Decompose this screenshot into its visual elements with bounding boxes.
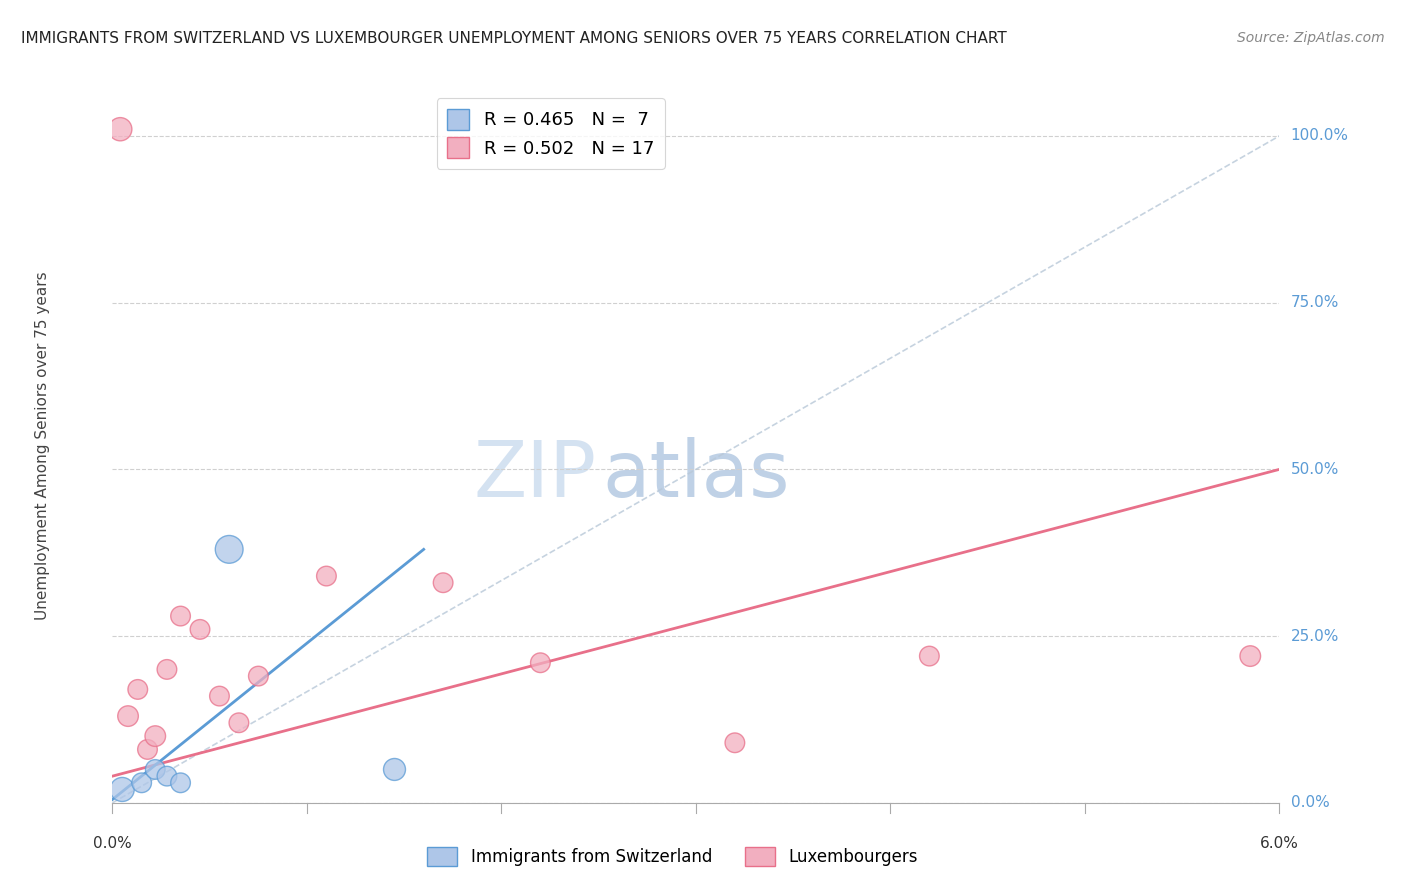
Point bbox=[529, 656, 551, 670]
Point bbox=[384, 763, 406, 777]
Point bbox=[724, 736, 747, 750]
Point bbox=[432, 575, 454, 590]
Point bbox=[127, 682, 149, 697]
Point bbox=[169, 609, 191, 624]
Point bbox=[918, 649, 941, 664]
Point bbox=[110, 122, 132, 136]
Text: 50.0%: 50.0% bbox=[1291, 462, 1339, 477]
Point bbox=[315, 569, 337, 583]
Text: 6.0%: 6.0% bbox=[1260, 836, 1299, 851]
Text: Unemployment Among Seniors over 75 years: Unemployment Among Seniors over 75 years bbox=[35, 272, 51, 620]
Point bbox=[169, 776, 191, 790]
Legend: Immigrants from Switzerland, Luxembourgers: Immigrants from Switzerland, Luxembourge… bbox=[420, 840, 925, 873]
Point bbox=[218, 542, 240, 557]
Text: IMMIGRANTS FROM SWITZERLAND VS LUXEMBOURGER UNEMPLOYMENT AMONG SENIORS OVER 75 Y: IMMIGRANTS FROM SWITZERLAND VS LUXEMBOUR… bbox=[21, 31, 1007, 46]
Point bbox=[131, 776, 153, 790]
Text: 100.0%: 100.0% bbox=[1291, 128, 1348, 144]
Text: 0.0%: 0.0% bbox=[93, 836, 132, 851]
Point bbox=[208, 689, 231, 703]
Text: 0.0%: 0.0% bbox=[1291, 796, 1329, 810]
Text: Source: ZipAtlas.com: Source: ZipAtlas.com bbox=[1237, 31, 1385, 45]
Text: atlas: atlas bbox=[603, 436, 790, 513]
Point bbox=[143, 729, 166, 743]
Text: ZIP: ZIP bbox=[474, 436, 596, 513]
Point bbox=[156, 662, 179, 676]
Text: 25.0%: 25.0% bbox=[1291, 629, 1339, 643]
Point bbox=[136, 742, 159, 756]
Point bbox=[156, 769, 179, 783]
Point bbox=[247, 669, 270, 683]
Point bbox=[143, 763, 166, 777]
Point bbox=[111, 782, 134, 797]
Point bbox=[117, 709, 139, 723]
Point bbox=[188, 623, 211, 637]
Point bbox=[228, 715, 250, 730]
Point bbox=[1239, 649, 1261, 664]
Text: 75.0%: 75.0% bbox=[1291, 295, 1339, 310]
